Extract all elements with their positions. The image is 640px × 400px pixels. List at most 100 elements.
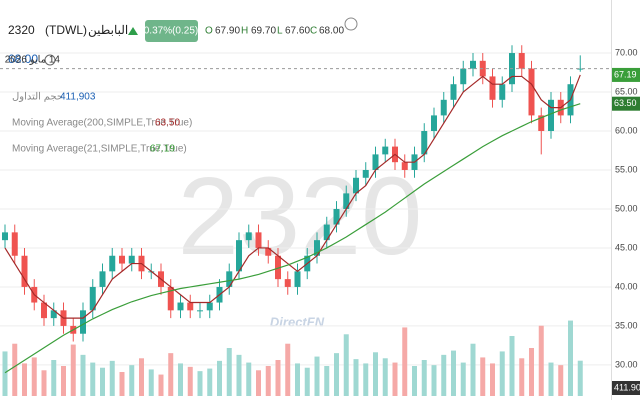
l-label: L: [277, 26, 283, 37]
candle-body: [372, 154, 379, 170]
y-tick-label: 35.00: [615, 320, 638, 330]
price: 68.00: [8, 52, 38, 66]
candle-body: [89, 286, 96, 311]
candle-body: [470, 60, 476, 69]
candle-body: [21, 255, 28, 287]
y-tick-label: 55.00: [615, 164, 638, 174]
y-tick-label: 65.00: [615, 86, 638, 96]
change: 0.37%(0.25): [144, 26, 198, 37]
o-label: O: [205, 26, 213, 37]
volume-bar: [451, 350, 456, 396]
volume-bar: [577, 360, 583, 396]
l-value: 67.60: [285, 26, 310, 37]
c-label: C: [310, 26, 317, 37]
volume-bar: [275, 360, 281, 396]
volume-bar: [41, 370, 47, 396]
candle-body: [226, 271, 233, 287]
candle-body: [499, 84, 506, 100]
candle-body: [206, 302, 213, 311]
y-tick-label: 30.00: [615, 359, 638, 369]
volume-bar: [51, 360, 57, 396]
ind-name: حجم التداول: [12, 92, 63, 103]
candle-body: [50, 310, 57, 319]
exchange: (TDWL): [45, 23, 87, 37]
volume-bar: [168, 353, 174, 396]
o-value: 67.90: [215, 26, 240, 37]
ma-line: [4, 74, 581, 319]
volume-bar: [490, 363, 495, 396]
volume-bar: [158, 374, 164, 396]
volume-bar: [12, 343, 18, 396]
candle-body: [245, 232, 252, 241]
volume-bar: [285, 343, 291, 396]
candle-body: [577, 68, 584, 70]
volume-bar: [509, 336, 515, 396]
volume-bar: [392, 362, 398, 396]
candle-body: [294, 271, 301, 287]
volume-bar: [519, 358, 525, 396]
ind-name: Moving Average(21,SIMPLE,True,True): [12, 144, 187, 155]
ind-name: Moving Average(200,SIMPLE,True,True): [12, 118, 192, 129]
volume-bar: [421, 360, 427, 396]
date: 14 مايو 2026: [5, 55, 61, 66]
volume-bar: [314, 356, 320, 396]
candle-body: [489, 76, 496, 100]
volume-bar: [70, 344, 76, 396]
volume-bar: [480, 357, 486, 396]
volume-bar: [236, 354, 242, 396]
axis-bg: [612, 0, 640, 400]
ind-value: 411,903: [60, 92, 96, 103]
volume-bar: [256, 370, 261, 396]
symbol: 2320: [8, 23, 35, 37]
volume-bar: [373, 352, 378, 396]
candle-body: [284, 279, 291, 287]
name: البابطين: [88, 23, 128, 37]
volume-bar: [2, 351, 8, 396]
candle-body: [275, 255, 281, 280]
price-tag-label: 63.50: [614, 98, 637, 108]
h-label: H: [241, 26, 248, 37]
volume-bar: [470, 343, 476, 396]
settings-icon[interactable]: [344, 17, 358, 31]
volume-bar: [187, 366, 193, 396]
volume-bar: [178, 363, 183, 396]
volume-bar: [460, 362, 466, 396]
candle-body: [343, 193, 350, 209]
volume-bar: [80, 354, 86, 396]
candle-body: [460, 68, 467, 85]
candle-body: [187, 302, 194, 311]
price-tag: [612, 67, 640, 82]
volume-bar: [139, 358, 144, 396]
volume-bar: [109, 360, 115, 396]
volume-bar: [568, 320, 573, 396]
volume-bar: [538, 325, 544, 396]
candle-body: [197, 310, 203, 312]
candle-body: [538, 115, 545, 131]
volume-bar: [197, 371, 203, 396]
y-tick-label: 50.00: [615, 203, 638, 213]
volume-bar: [529, 348, 534, 396]
candle-body: [323, 224, 330, 241]
volume-bar: [334, 353, 339, 396]
candle-body: [421, 130, 428, 155]
volume-bar: [548, 362, 554, 396]
ind-value: 63.50: [155, 118, 180, 129]
volume-bar: [129, 365, 135, 396]
volume-bar: [246, 362, 252, 396]
volume-bar: [217, 360, 222, 396]
candle-body: [128, 255, 135, 264]
volume-bar: [207, 368, 213, 396]
volume-bar: [304, 367, 310, 396]
candle-body: [314, 240, 320, 256]
volume-bar: [412, 366, 417, 396]
candle-body: [450, 84, 457, 100]
volume-bar: [226, 348, 232, 396]
candle-body: [440, 99, 447, 116]
price-tag-label: 411.90: [614, 382, 640, 392]
y-tick-label: 70.00: [615, 47, 638, 57]
candle-body: [11, 232, 18, 256]
h-value: 69.70: [251, 26, 276, 37]
price-tag: [612, 96, 640, 111]
candle-body: [401, 162, 408, 170]
